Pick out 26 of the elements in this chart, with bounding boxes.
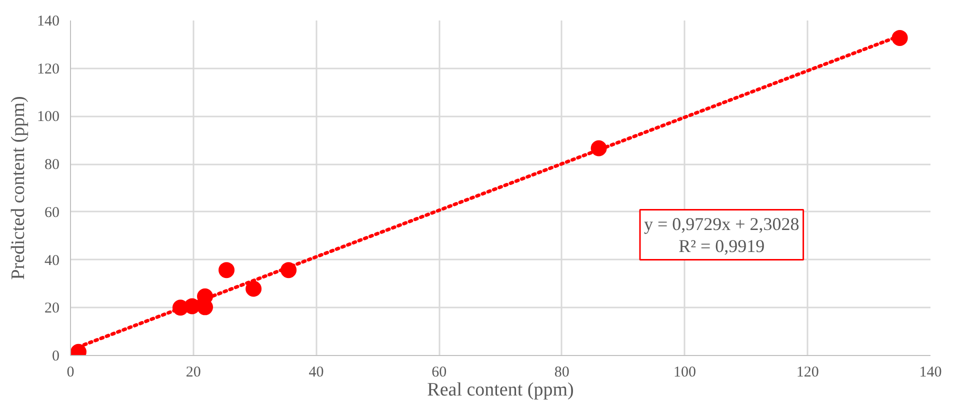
- x-tick-label: 120: [796, 364, 819, 380]
- y-tick-label: 100: [37, 109, 60, 126]
- point: [218, 262, 235, 278]
- y-tick-label: 80: [44, 157, 60, 174]
- annotation: R² = 0,9919: [678, 236, 765, 256]
- y-tick-label: 140: [37, 14, 60, 30]
- y-tick-label: 40: [44, 252, 60, 269]
- x-tick-label: 100: [674, 364, 696, 380]
- point: [280, 262, 297, 278]
- y-tick-label: 120: [37, 61, 60, 78]
- x-tick-label: 80: [554, 364, 570, 380]
- y-tick-label: 60: [44, 204, 60, 221]
- x-tick-label: 0: [66, 364, 74, 380]
- x-tick-label: 140: [919, 364, 942, 380]
- point: [590, 140, 607, 156]
- x-tick-label: 40: [308, 364, 324, 380]
- y-tick-label: 20: [44, 300, 60, 317]
- x-tick-label: 20: [186, 364, 201, 380]
- y-tick-label: 0: [52, 348, 60, 364]
- annotation: y = 0,9729x + 2,3028: [644, 214, 800, 234]
- point: [184, 298, 200, 314]
- y-axis-title: Predicted content (ppm): [8, 96, 29, 280]
- x-tick-label: 60: [432, 364, 447, 380]
- x-axis-title: Real content (ppm): [427, 380, 574, 400]
- point: [892, 30, 908, 46]
- point: [246, 280, 262, 297]
